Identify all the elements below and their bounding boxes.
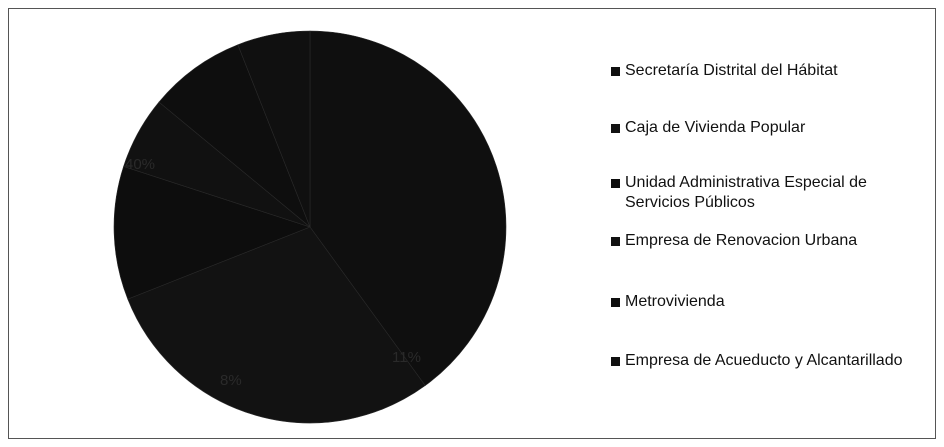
pie-chart: 40% 11% 8% [113,30,507,424]
legend: Secretaría Distrital del Hábitat Caja de … [611,61,931,371]
legend-item: Caja de Vivienda Popular [611,118,931,138]
legend-label: Empresa de Renovacion Urbana [625,232,858,249]
legend-item: Unidad Administrativa Especial de Servic… [611,173,931,213]
legend-label: Caja de Vivienda Popular [625,119,806,136]
pie-data-label-5: 8% [220,372,242,389]
legend-swatch [611,124,620,133]
pie-slice-2 [127,226,426,424]
pie-slice-5 [158,44,311,228]
legend-label: Unidad Administrativa Especial de Servic… [625,174,867,211]
legend-swatch [611,237,620,246]
legend-swatch [611,357,620,366]
chart-frame: 40% 11% 8% Secretaría Distrital del Hábita… [8,8,936,439]
legend-item: Metrovivienda [611,292,931,312]
legend-item: Secretaría Distrital del Hábitat [611,61,931,81]
legend-label: Secretaría Distrital del Hábitat [625,62,838,79]
legend-label: Empresa de Acueducto y Alcantarillado [625,352,903,369]
legend-item: Empresa de Acueducto y Alcantarillado [611,351,931,371]
pie-slice-3 [113,166,311,300]
legend-label: Metrovivienda [625,293,725,310]
pie-slice-1 [309,30,507,386]
pie-data-label-1: 40% [125,156,155,173]
pie-slice-6 [237,30,311,228]
pie-data-label-3: 11% [392,349,421,366]
legend-swatch [611,179,620,188]
legend-item: Empresa de Renovacion Urbana [611,231,931,251]
legend-swatch [611,298,620,307]
legend-swatch [611,67,620,76]
